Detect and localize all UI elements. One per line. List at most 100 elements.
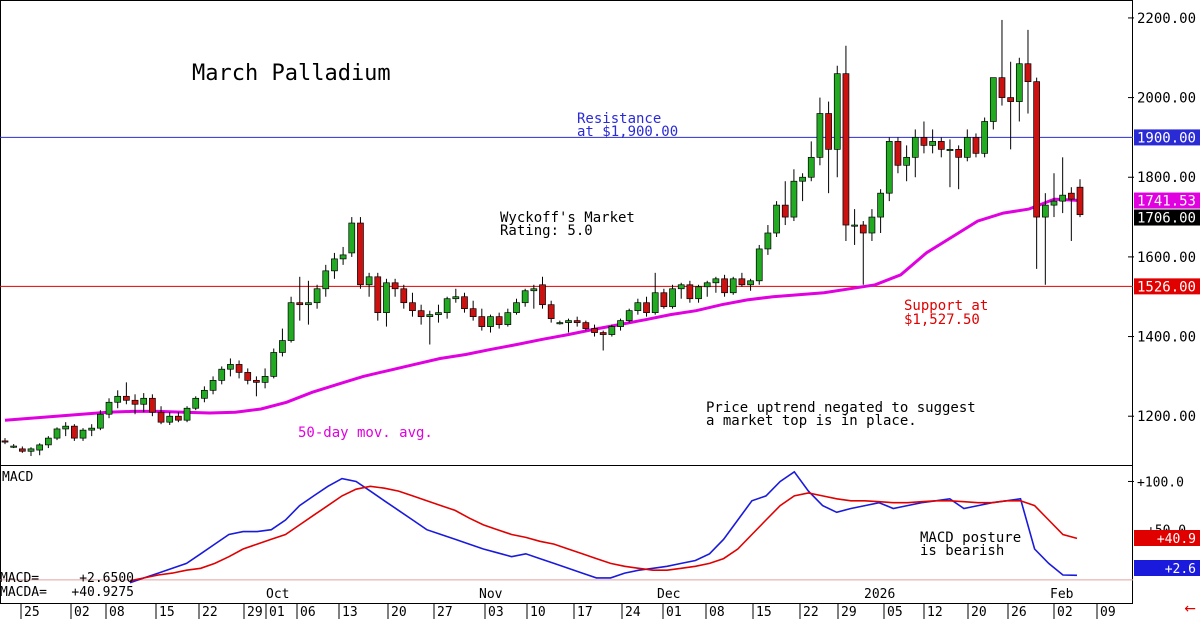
candle-body [747, 280, 754, 286]
candle [547, 300, 555, 323]
rating-note-line2: Rating: 5.0 [500, 223, 593, 239]
x-tick-label: 27 [437, 605, 453, 619]
candle-body [409, 302, 416, 312]
y-axis: 1200.00 1400.00 1600.00 1800.00 2000.00 2200.… [1128, 11, 1196, 539]
x-tick-label: 02 [74, 605, 90, 619]
candle-body [1007, 97, 1014, 102]
candle [1067, 187, 1075, 241]
candle [79, 428, 87, 441]
candle [452, 288, 460, 303]
candle-body [1015, 63, 1023, 102]
candle-body [599, 332, 607, 335]
x-month-label: Nov [479, 587, 503, 602]
support-note-line2: $1,527.50 [904, 312, 980, 328]
macda-last-tag-box [1134, 530, 1200, 546]
macd-legend-label: MACD= [0, 571, 39, 586]
candle-body [201, 389, 208, 399]
candle-body [97, 413, 104, 429]
candle-body [972, 137, 980, 154]
resistance-note-line2: at $1,900.00 [577, 124, 678, 140]
candle-body [539, 284, 546, 306]
candle-body [331, 258, 338, 272]
support-tag: 1526.00 [1134, 278, 1200, 295]
x-tick-label: 13 [342, 605, 358, 619]
candle [721, 274, 728, 297]
candle-body [963, 137, 971, 158]
candle [53, 427, 61, 441]
candle-body [149, 397, 156, 413]
macda-last-tag-label: +40.9 [1157, 532, 1196, 547]
support-tag-box [1134, 278, 1200, 295]
candle-body [400, 288, 408, 304]
candle-body [504, 312, 512, 325]
candle-body [1067, 192, 1075, 200]
x-tick-label: 29 [247, 605, 263, 619]
resistance-tag-label: 1900.00 [1137, 130, 1196, 146]
candle-body [790, 180, 798, 218]
candle-body [651, 292, 659, 314]
macd-series-line [129, 470, 1078, 584]
candle [279, 328, 286, 357]
candle [591, 324, 598, 337]
ma-note: 50-day mov. avg. [298, 425, 433, 441]
candle [27, 447, 35, 457]
candle [703, 280, 711, 297]
candle [955, 145, 962, 190]
candle-body [998, 77, 1006, 98]
candle [998, 19, 1006, 106]
candle [1059, 157, 1067, 214]
trend-note-line1: Price uptrend negated to suggest [706, 400, 976, 416]
candle [651, 272, 659, 315]
candle [10, 444, 18, 449]
candle [461, 292, 468, 313]
candle-body [296, 302, 304, 306]
candle-body [530, 288, 538, 292]
candle [833, 65, 841, 178]
candle [469, 300, 477, 321]
candle-body [833, 73, 841, 150]
candle-body [781, 204, 789, 218]
candle [669, 284, 676, 309]
x-tick-label: 15 [756, 605, 772, 619]
candle [634, 298, 642, 315]
macd-panel-title: MACD [2, 470, 33, 485]
candle [1024, 29, 1032, 114]
candle [365, 272, 373, 297]
candle [1050, 173, 1058, 218]
macd-last-tag-label: +2.6 [1165, 562, 1196, 577]
candle [764, 225, 772, 255]
candle-body [426, 314, 434, 317]
candle-body [894, 141, 902, 166]
y-tick-label: 1600.00 [1137, 250, 1196, 266]
candle-body [313, 288, 321, 304]
macda-series-line [129, 485, 1078, 582]
candle-body [53, 428, 61, 439]
candle-body [227, 364, 234, 370]
candle [1033, 77, 1041, 269]
chart-title: March Palladium [192, 61, 391, 86]
candle-body [807, 156, 815, 178]
candle [773, 201, 780, 237]
candle [36, 443, 44, 456]
candle-body [1041, 204, 1049, 218]
x-tick-label: 03 [488, 605, 504, 619]
candle [911, 129, 919, 178]
candle-body [556, 322, 564, 325]
candle-body [391, 282, 399, 290]
support-tag-label: 1526.00 [1137, 279, 1196, 295]
candle [556, 320, 564, 325]
candle [981, 117, 988, 158]
x-tick-label: 17 [577, 605, 593, 619]
candle [877, 189, 884, 233]
candle-body [36, 444, 44, 451]
macd-last-tag: +2.6 [1134, 560, 1200, 577]
x-tick-label: 05 [887, 605, 903, 619]
candle-body [244, 372, 252, 381]
candle [989, 77, 997, 130]
candle [261, 368, 269, 389]
candle [799, 173, 806, 202]
candle [842, 45, 850, 241]
candle-body [920, 137, 928, 146]
scroll-left-arrow-icon[interactable]: ← [1184, 601, 1196, 617]
